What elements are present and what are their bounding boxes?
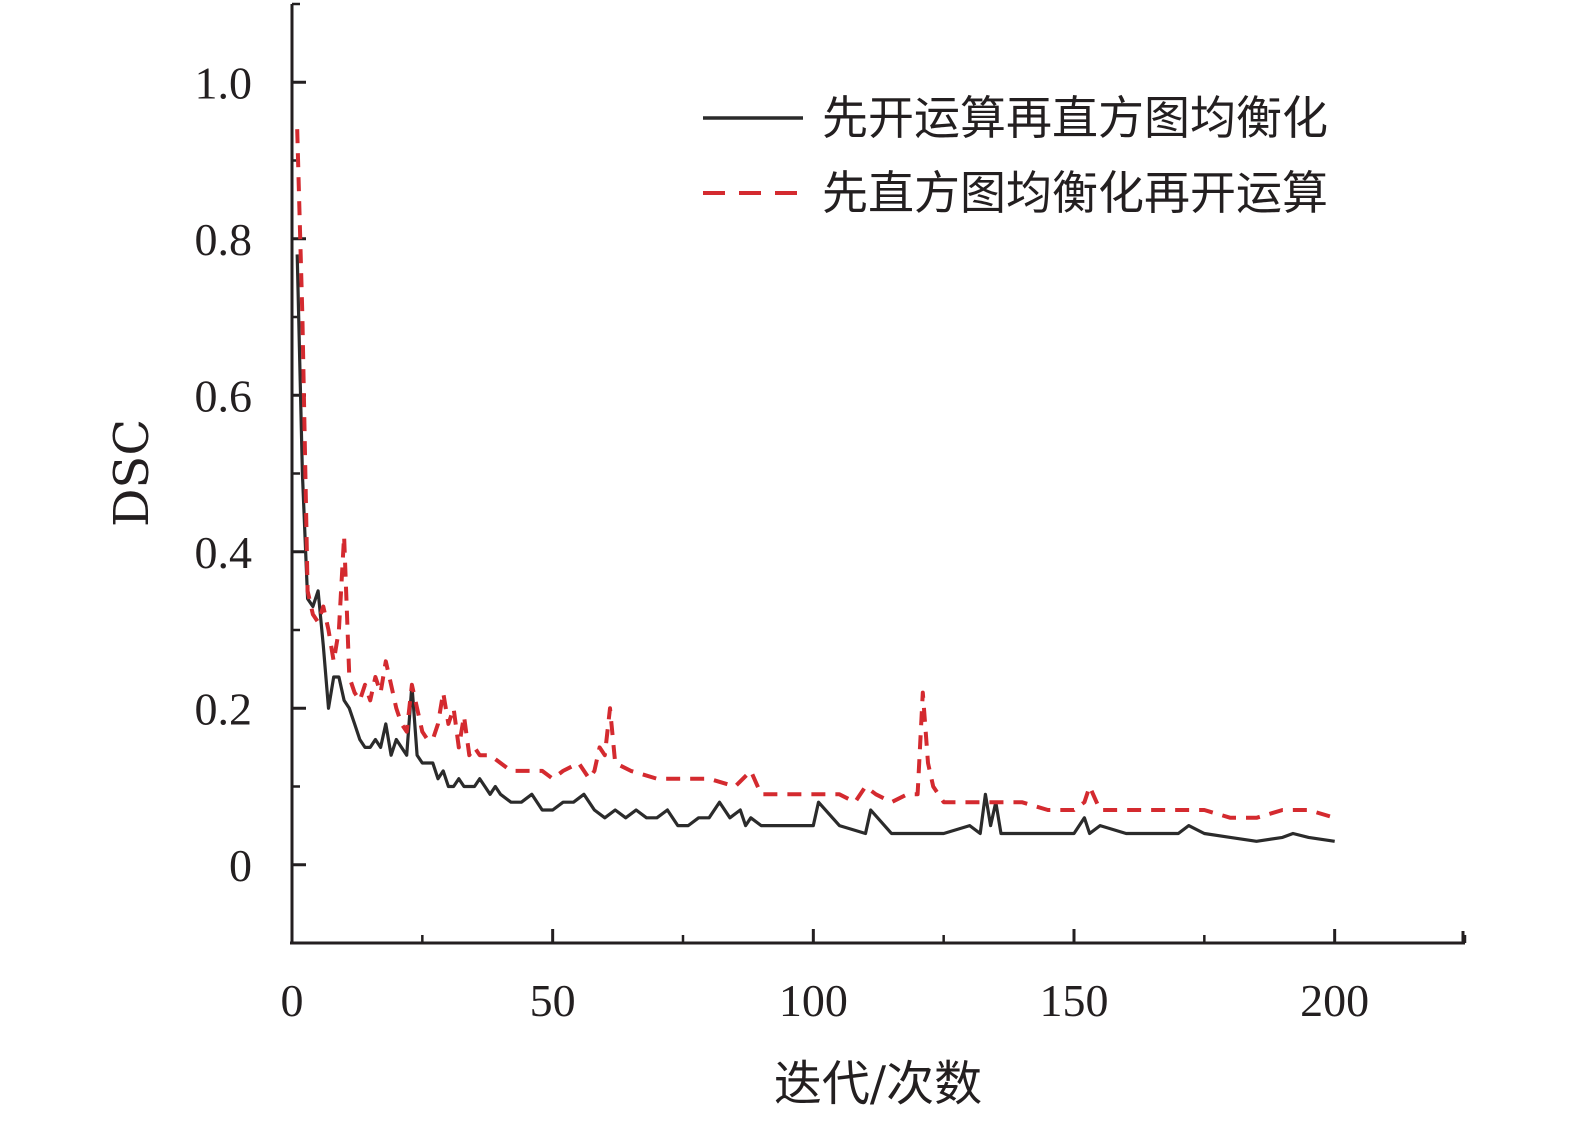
legend-label: 先开运算再直方图均衡化 bbox=[822, 91, 1328, 145]
y-tick-label: 0 bbox=[229, 840, 252, 891]
ticks: 0 0.2 0.4 0.6 0.8 1.0 0 50 100 150 200 bbox=[195, 2, 1467, 1026]
series-line-solid bbox=[295, 254, 1335, 843]
y-axis-title: DSC bbox=[104, 419, 160, 527]
x-tick-label: 200 bbox=[1300, 975, 1369, 1026]
y-tick-label: 0.8 bbox=[195, 214, 253, 265]
y-tick-label: 0.4 bbox=[195, 527, 253, 578]
x-tick-label: 100 bbox=[779, 975, 848, 1026]
x-tick-label: 150 bbox=[1040, 975, 1109, 1026]
x-tick-label: 0 bbox=[281, 975, 304, 1026]
y-tick-label: 0.6 bbox=[195, 370, 253, 421]
x-tick-label: 50 bbox=[530, 975, 576, 1026]
x-axis-title: 迭代/次数 bbox=[774, 1056, 982, 1112]
legend-label: 先直方图均衡化再开运算 bbox=[822, 166, 1328, 220]
y-tick-label: 0.2 bbox=[195, 683, 253, 734]
series-lines bbox=[295, 129, 1336, 843]
series-line-dashed bbox=[295, 129, 1336, 820]
y-tick-label: 1.0 bbox=[195, 57, 253, 108]
